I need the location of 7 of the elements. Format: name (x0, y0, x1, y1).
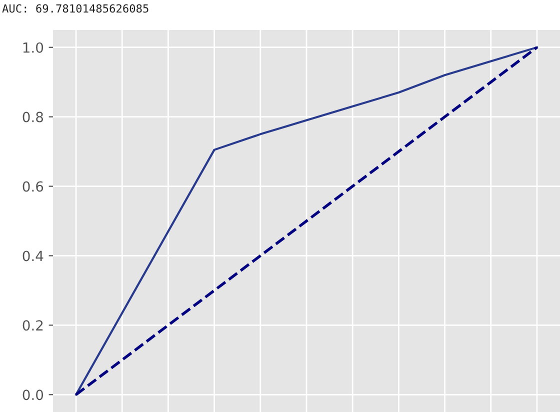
y-tick-label: 0.2 (22, 320, 43, 331)
y-tick-label: 0.8 (22, 112, 44, 122)
y-tick-label: 0.0 (22, 390, 44, 400)
text: AUC: 69.78101485626085 (2, 4, 148, 13)
y-tick-label: 0.4 (22, 250, 44, 262)
y-tick-label: 1.0 (23, 42, 44, 53)
y-tick-label: 0.6 (22, 181, 44, 192)
